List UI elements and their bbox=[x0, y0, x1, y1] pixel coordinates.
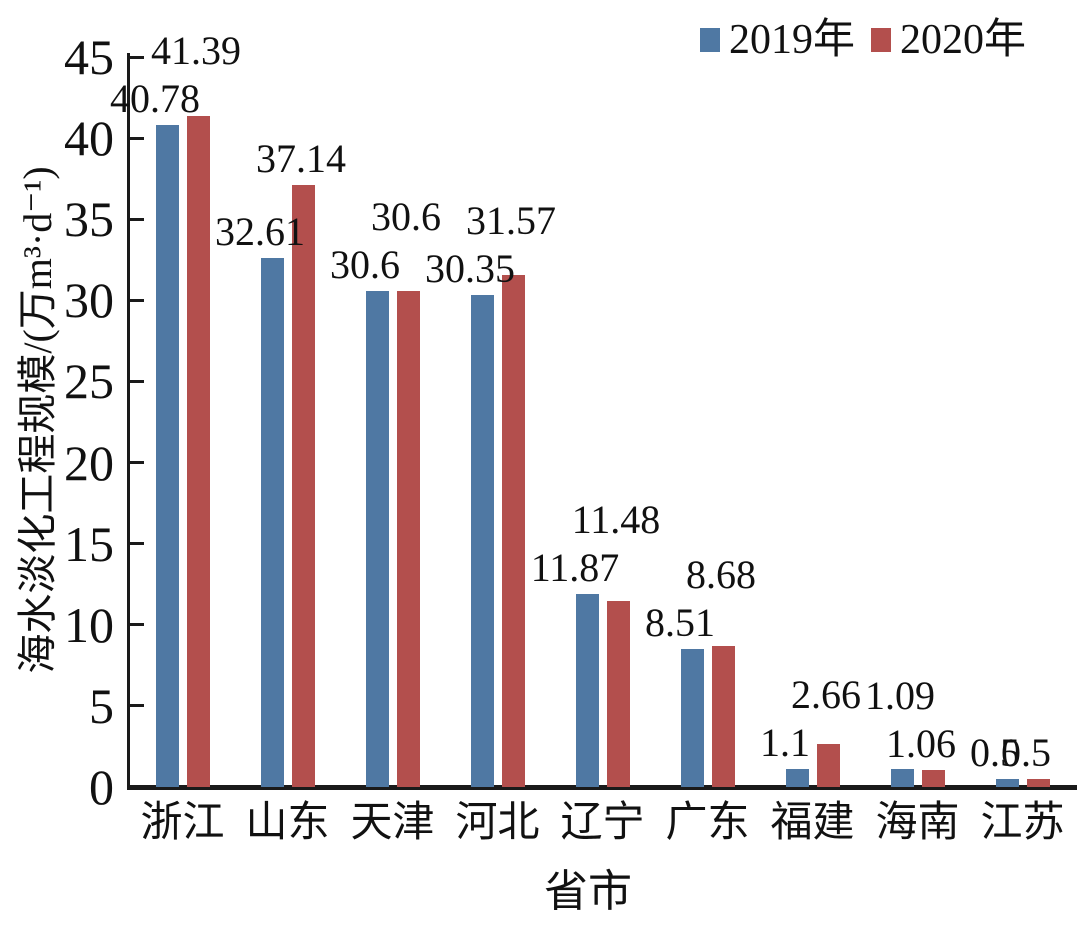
bar-value-label: 1.09 bbox=[865, 672, 935, 718]
y-tick bbox=[130, 623, 144, 627]
y-tick-label: 25 bbox=[64, 353, 114, 410]
bar-value-label: 0.5 bbox=[970, 729, 1020, 775]
y-tick-label: 5 bbox=[89, 677, 114, 734]
y-tick-label: 45 bbox=[64, 29, 114, 85]
x-category-label: 浙江 bbox=[140, 800, 225, 846]
y-tick bbox=[130, 136, 144, 140]
y-tick bbox=[130, 542, 144, 546]
legend-label: 2019年 bbox=[729, 17, 856, 63]
bar-value-label: 8.68 bbox=[686, 551, 756, 597]
bar-value-label: 11.48 bbox=[571, 497, 661, 543]
bar-2020 bbox=[1026, 778, 1050, 787]
bar-value-label: 30.35 bbox=[425, 245, 515, 291]
bar-value-label: 11.87 bbox=[530, 545, 620, 591]
bar-value-label: 41.39 bbox=[151, 28, 241, 74]
bar-2019 bbox=[365, 290, 389, 787]
bar-2020 bbox=[291, 184, 315, 787]
bar-value-label: 1.06 bbox=[886, 720, 956, 766]
legend-label: 2020年 bbox=[900, 17, 1027, 63]
bar-2019 bbox=[260, 257, 284, 787]
bar-value-label: 37.14 bbox=[256, 135, 346, 181]
legend-swatch-icon bbox=[871, 28, 892, 52]
bar-2019 bbox=[470, 294, 494, 787]
bar-value-label: 1.1 bbox=[760, 720, 810, 766]
x-axis-line bbox=[127, 785, 1077, 790]
bar-2019 bbox=[155, 125, 179, 787]
bar-value-label: 2.66 bbox=[791, 672, 861, 718]
y-tick bbox=[130, 379, 144, 383]
bar-value-label: 8.51 bbox=[645, 599, 715, 645]
y-tick-label: 0 bbox=[89, 759, 114, 815]
bar-2020 bbox=[921, 769, 945, 787]
x-category-label: 江苏 bbox=[980, 800, 1065, 846]
y-axis-line bbox=[127, 53, 130, 789]
legend: 2019年 2020年 bbox=[700, 14, 1042, 66]
legend-item-2019: 2019年 bbox=[700, 17, 855, 63]
bar-2020 bbox=[816, 743, 840, 787]
y-tick bbox=[130, 55, 144, 59]
legend-item-2020: 2020年 bbox=[871, 17, 1026, 63]
y-tick-label: 15 bbox=[64, 515, 114, 572]
y-tick bbox=[130, 217, 144, 221]
y-tick bbox=[130, 298, 144, 302]
bar-value-label: 0.5 bbox=[1001, 729, 1051, 775]
bar-value-label: 31.57 bbox=[466, 197, 556, 243]
y-tick bbox=[130, 461, 144, 465]
y-tick-label: 10 bbox=[64, 596, 114, 653]
x-category-label: 广东 bbox=[665, 800, 750, 846]
bar-2019 bbox=[890, 769, 914, 787]
bar-2019 bbox=[680, 648, 704, 787]
y-tick bbox=[130, 704, 144, 708]
bar-2020 bbox=[186, 115, 210, 787]
y-tick-label: 40 bbox=[64, 110, 114, 167]
x-axis-title: 省市 bbox=[544, 867, 632, 916]
x-category-label: 山东 bbox=[245, 800, 330, 846]
bar-value-label: 30.6 bbox=[371, 193, 441, 239]
x-category-label: 福建 bbox=[770, 800, 855, 846]
bar-value-label: 40.78 bbox=[110, 76, 200, 122]
x-category-label: 天津 bbox=[350, 800, 435, 846]
bar-2019 bbox=[995, 778, 1019, 787]
x-category-label: 辽宁 bbox=[560, 800, 645, 846]
bar-2020 bbox=[606, 600, 630, 787]
x-category-label: 海南 bbox=[875, 800, 960, 846]
y-tick-label: 20 bbox=[64, 434, 114, 491]
bar-2019 bbox=[785, 769, 809, 787]
bar-2020 bbox=[396, 290, 420, 787]
bar-2019 bbox=[575, 594, 599, 787]
x-category-label: 河北 bbox=[455, 800, 540, 846]
bar-2020 bbox=[711, 646, 735, 787]
y-tick-label: 35 bbox=[64, 191, 114, 248]
legend-swatch-icon bbox=[700, 28, 720, 52]
bar-value-label: 32.61 bbox=[215, 208, 305, 254]
bar-value-label: 30.6 bbox=[330, 241, 400, 287]
bar-2020 bbox=[501, 274, 525, 787]
y-tick-label: 30 bbox=[64, 272, 114, 329]
